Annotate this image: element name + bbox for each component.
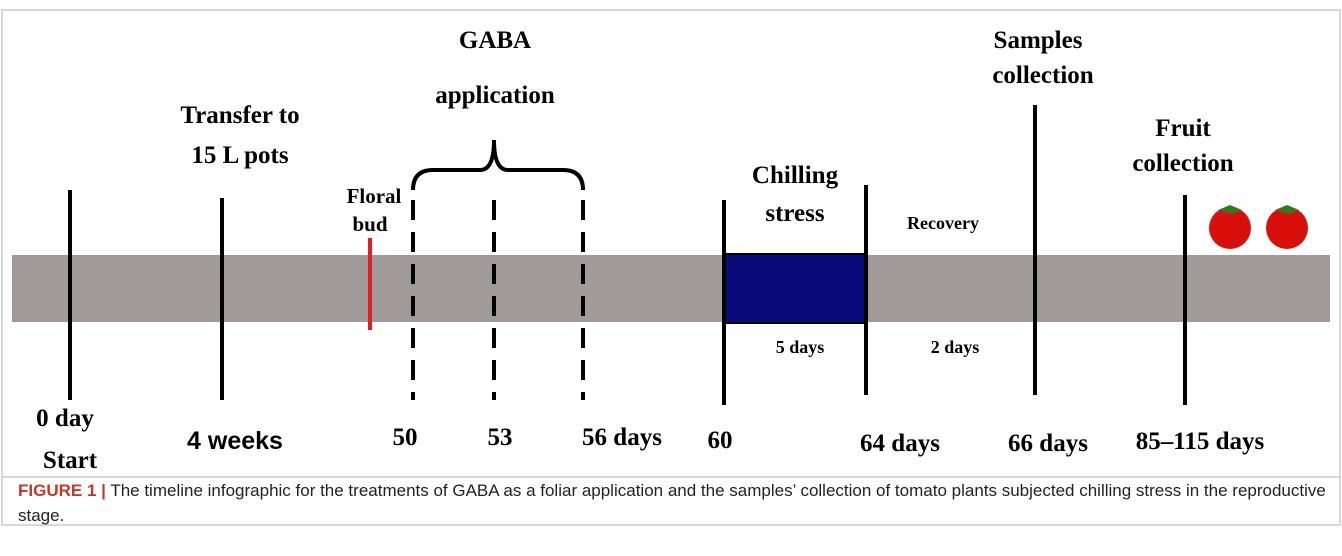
- stem: [1275, 205, 1299, 214]
- brace: [411, 139, 585, 191]
- timepoint: 50: [393, 424, 418, 451]
- label: 5 days: [776, 337, 825, 357]
- label: Transfer to: [180, 102, 299, 129]
- timepoint: 60: [708, 427, 733, 454]
- timepoint: Start: [43, 447, 98, 474]
- label: Chilling: [752, 162, 839, 189]
- tomatoes: [1209, 205, 1308, 249]
- tomato: [1266, 207, 1308, 249]
- label: collection: [1132, 150, 1233, 177]
- gaba-markers: [411, 200, 585, 400]
- label: application: [435, 82, 555, 109]
- caption: FIGURE 1 | The timeline infographic for …: [18, 478, 1328, 528]
- stem: [1218, 205, 1242, 214]
- timepoint: 64 days: [860, 430, 940, 457]
- label: 2 days: [931, 337, 980, 357]
- label: Samples: [994, 27, 1083, 54]
- timepoint: 4 weeks: [187, 427, 283, 455]
- label: collection: [992, 62, 1093, 89]
- markers: [68, 105, 1187, 405]
- label: Fruit: [1155, 115, 1211, 142]
- label: 15 L pots: [191, 142, 289, 169]
- frame: [1, 9, 1341, 526]
- label: GABA: [459, 27, 531, 54]
- tomato: [1209, 207, 1251, 249]
- timepoint: 56 days: [582, 424, 662, 451]
- timepoint: 53: [488, 424, 513, 451]
- timepoint: 85–115 days: [1136, 428, 1265, 455]
- caption-text: The timeline infographic for the treatme…: [18, 481, 1326, 525]
- chilling-period: [723, 253, 867, 324]
- label: bud: [352, 212, 387, 236]
- timeline-band: [12, 255, 1330, 322]
- label: stress: [765, 200, 825, 227]
- label: Floral: [347, 184, 402, 208]
- timepoint: 66 days: [1008, 430, 1088, 457]
- caption-label: FIGURE 1 |: [18, 481, 106, 500]
- timepoint: 0 day: [36, 405, 94, 432]
- label: Recovery: [907, 213, 979, 233]
